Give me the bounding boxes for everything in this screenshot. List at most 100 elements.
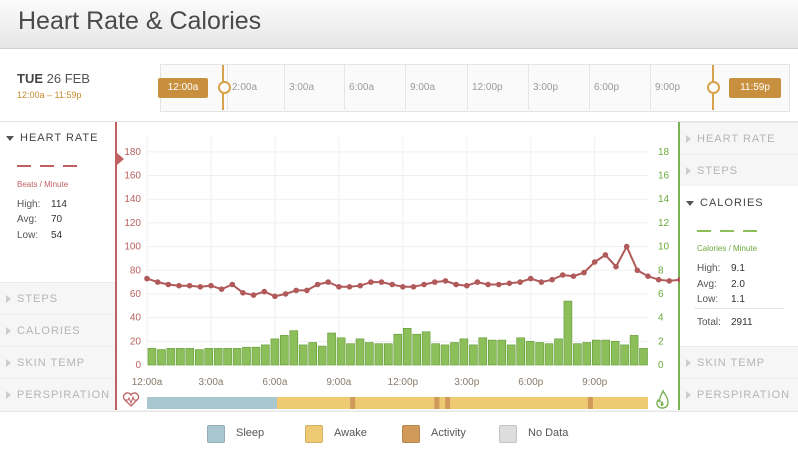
y-left-tick-label: 140 — [124, 194, 141, 205]
heart-rate-point — [154, 279, 161, 285]
calories-bar — [402, 328, 412, 366]
left-metric-item[interactable]: SKIN TEMP — [0, 346, 115, 378]
calories-bar — [573, 343, 582, 366]
right-metric-item[interactable]: SKIN TEMP — [680, 346, 798, 378]
legend-label: Activity — [431, 427, 466, 439]
heart-rate-point — [677, 276, 680, 283]
range-start-flag[interactable]: 12:00a — [158, 78, 208, 98]
heart-rate-point — [293, 287, 299, 294]
left-active-metric[interactable]: HEART RATE — [6, 132, 98, 144]
y-right-tick-label: 4 — [658, 313, 664, 324]
right-active-metric-label: CALORIES — [700, 197, 764, 209]
legend-swatch — [207, 425, 225, 443]
heart-rate-point — [496, 281, 502, 288]
calories-bar — [450, 342, 459, 366]
right-metric-item[interactable]: STEPS — [680, 154, 798, 186]
y-right-tick-label: 2 — [658, 336, 664, 347]
left-metric-item-label: STEPS — [17, 293, 59, 305]
heart-rate-point — [314, 281, 321, 288]
heart-rate-point — [368, 279, 374, 285]
left-axis-pointer — [117, 153, 124, 165]
left-metric-item[interactable]: CALORIES — [0, 314, 115, 346]
calories-bar — [487, 339, 497, 366]
calories-bar — [383, 343, 393, 366]
left-metric-item-label: PERSPIRATION — [17, 389, 111, 401]
heart-rate-point — [655, 276, 662, 283]
right-active-metric[interactable]: CALORIES — [686, 197, 764, 209]
calories-bar — [374, 343, 384, 366]
activity-band-awake — [277, 397, 648, 409]
right-metric-item[interactable]: PERSPIRATION — [680, 378, 798, 410]
heart-rate-point — [229, 281, 236, 288]
timeline-tick — [405, 65, 406, 110]
range-end-handle-dot[interactable] — [707, 81, 720, 94]
x-tick-label: 9:00a — [326, 377, 351, 388]
calories-dash — [720, 230, 734, 232]
x-tick-label: 3:00a — [198, 377, 223, 388]
y-right-tick-label: 12 — [658, 218, 670, 229]
heart-rate-point — [581, 269, 587, 276]
calories-bar — [261, 344, 270, 366]
y-right-tick-label: 14 — [658, 194, 670, 205]
heart-rate-point — [165, 281, 172, 288]
heart-rate-point — [464, 282, 470, 289]
date-display: TUE 26 FEB — [17, 71, 90, 86]
chart-background — [115, 122, 680, 410]
range-end-flag[interactable]: 11:59p — [729, 78, 781, 98]
calories-bar — [620, 344, 629, 366]
heart-rate-point — [549, 276, 555, 283]
y-right-tick-label: 16 — [658, 171, 670, 182]
x-tick-label: 3:00p — [454, 377, 479, 388]
timeline-scrubber[interactable] — [160, 64, 790, 112]
heart-rate-point — [261, 288, 268, 295]
left-metric-item[interactable]: PERSPIRATION — [0, 378, 115, 410]
y-left-tick-label: 40 — [130, 313, 142, 324]
hr-low-label: Low: — [17, 230, 39, 241]
hr-high-label: High: — [17, 199, 41, 210]
page-header: Heart Rate & Calories — [0, 0, 798, 49]
range-start-handle-dot[interactable] — [218, 81, 231, 94]
cal-high-label: High: — [697, 263, 721, 274]
chevron-right-icon — [6, 359, 11, 368]
cal-avg-value: 2.0 — [731, 279, 745, 290]
calories-bar — [525, 341, 535, 366]
heart-rate-point — [389, 281, 396, 288]
calories-bar — [554, 338, 563, 366]
calories-bar — [478, 337, 488, 366]
calories-bar — [242, 346, 251, 366]
heart-rate-point — [442, 278, 449, 284]
time-span: 12:00a – 11:59p — [17, 90, 82, 100]
x-tick-label: 6:00a — [262, 377, 287, 388]
chevron-right-icon — [686, 167, 691, 176]
heart-rate-calories-chart: 0 20 40 60 80 100 120 140 160 180 0 2 4 6 8 10 12 14 16 18 1… — [115, 122, 680, 410]
x-tick-label: 6:00p — [518, 377, 543, 388]
left-metric-item-title: STEPS — [6, 293, 58, 305]
heart-rate-point — [218, 286, 225, 292]
heart-icon — [122, 392, 140, 407]
cal-avg-label: Avg: — [697, 279, 717, 290]
page-title: Heart Rate & Calories — [18, 7, 262, 35]
left-metric-item[interactable]: STEPS — [0, 282, 115, 314]
y-right-tick-label: 8 — [658, 265, 664, 276]
heart-rate-point — [538, 279, 545, 285]
calories-bar — [270, 338, 280, 366]
left-axis-pointer — [115, 150, 116, 162]
right-metric-item[interactable]: HEART RATE — [680, 122, 798, 154]
legend-label: Sleep — [236, 427, 265, 439]
heart-rate-point — [453, 281, 459, 288]
calories-bar — [280, 335, 289, 366]
heart-rate-unit: Beats / Minute — [17, 180, 69, 189]
heart-rate-point — [197, 284, 204, 290]
right-metric-item-title: PERSPIRATION — [686, 389, 790, 401]
legend-label: Awake — [334, 427, 367, 439]
cal-total-label: Total: — [697, 317, 721, 328]
heart-rate-point — [613, 263, 619, 270]
heart-rate-point — [432, 279, 438, 285]
timeline-tick — [467, 65, 468, 110]
y-right-tick-label: 18 — [658, 147, 670, 158]
heart-rate-point — [485, 281, 491, 288]
calories-bar — [336, 337, 346, 366]
timeline-label: 9:00p — [655, 82, 681, 93]
right-axis-pointer — [679, 221, 680, 235]
hr-low-value: 54 — [51, 230, 63, 241]
